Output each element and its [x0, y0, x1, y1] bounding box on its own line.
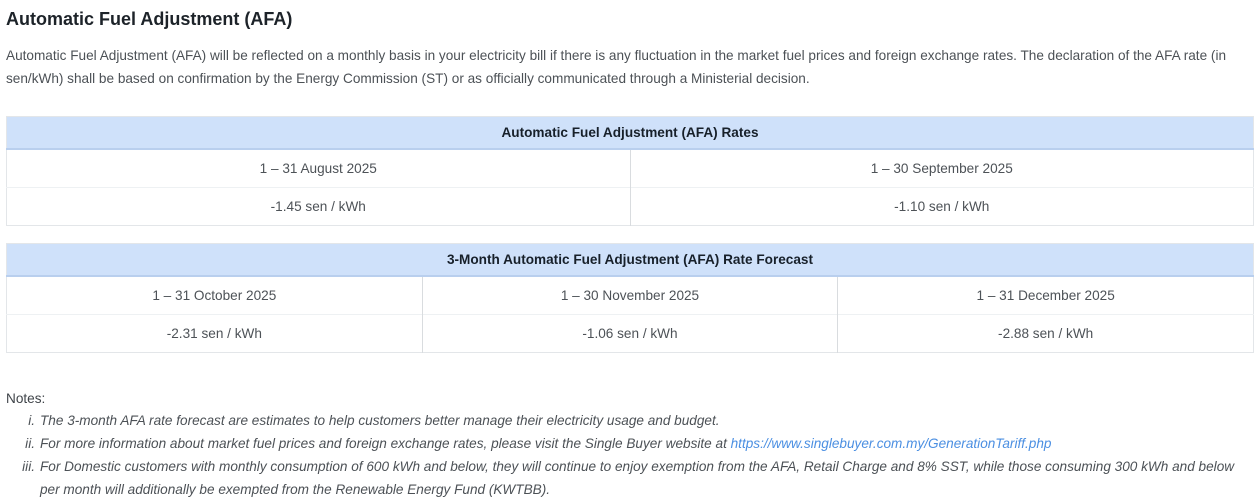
- forecast-value-oct: -2.31 sen / kWh: [6, 314, 423, 353]
- table-row: 1 – 31 August 2025 1 – 30 September 2025: [6, 149, 1254, 188]
- afa-forecast-table-title: 3-Month Automatic Fuel Adjustment (AFA) …: [6, 243, 1254, 277]
- forecast-value-dec: -2.88 sen / kWh: [837, 314, 1254, 353]
- list-item: iii. For Domestic customers with monthly…: [6, 455, 1254, 501]
- notes-section: Notes: i. The 3-month AFA rate forecast …: [6, 389, 1254, 501]
- forecast-period-nov: 1 – 30 November 2025: [421, 276, 838, 315]
- rates-value-aug: -1.45 sen / kWh: [6, 187, 630, 226]
- list-item: i. The 3-month AFA rate forecast are est…: [6, 409, 1254, 432]
- table-row: -1.45 sen / kWh -1.10 sen / kWh: [6, 187, 1254, 226]
- forecast-value-nov: -1.06 sen / kWh: [421, 314, 838, 353]
- rates-value-sep: -1.10 sen / kWh: [629, 187, 1254, 226]
- intro-paragraph: Automatic Fuel Adjustment (AFA) will be …: [6, 48, 1227, 86]
- afa-forecast-table: 3-Month Automatic Fuel Adjustment (AFA) …: [6, 243, 1254, 353]
- afa-rates-table-title: Automatic Fuel Adjustment (AFA) Rates: [6, 116, 1254, 150]
- note-marker-iii: iii.: [22, 459, 35, 474]
- note-text-ii: For more information about market fuel p…: [40, 432, 1254, 455]
- page-title: Automatic Fuel Adjustment (AFA): [6, 9, 293, 29]
- single-buyer-link[interactable]: https://www.singlebuyer.com.my/Generatio…: [730, 436, 1052, 451]
- note-text-iii: For Domestic customers with monthly cons…: [40, 459, 1235, 497]
- rates-period-aug: 1 – 31 August 2025: [6, 149, 630, 188]
- afa-forecast-header-row: 3-Month Automatic Fuel Adjustment (AFA) …: [6, 243, 1254, 277]
- note-text-ii-body: For more information about market fuel p…: [40, 436, 731, 451]
- forecast-period-dec: 1 – 31 December 2025: [837, 276, 1254, 315]
- forecast-period-oct: 1 – 31 October 2025: [6, 276, 423, 315]
- afa-rates-table: Automatic Fuel Adjustment (AFA) Rates 1 …: [6, 116, 1254, 226]
- table-row: 1 – 31 October 2025 1 – 30 November 2025…: [6, 276, 1254, 315]
- table-row: -2.31 sen / kWh -1.06 sen / kWh -2.88 se…: [6, 314, 1254, 353]
- rates-period-sep: 1 – 30 September 2025: [629, 149, 1254, 188]
- note-text-i: The 3-month AFA rate forecast are estima…: [40, 413, 720, 428]
- list-item: ii. For more information about market fu…: [6, 432, 1254, 455]
- note-marker-ii: ii.: [25, 436, 35, 451]
- note-marker-i: i.: [28, 413, 35, 428]
- afa-rates-header-row: Automatic Fuel Adjustment (AFA) Rates: [6, 116, 1254, 150]
- notes-label: Notes:: [6, 391, 46, 406]
